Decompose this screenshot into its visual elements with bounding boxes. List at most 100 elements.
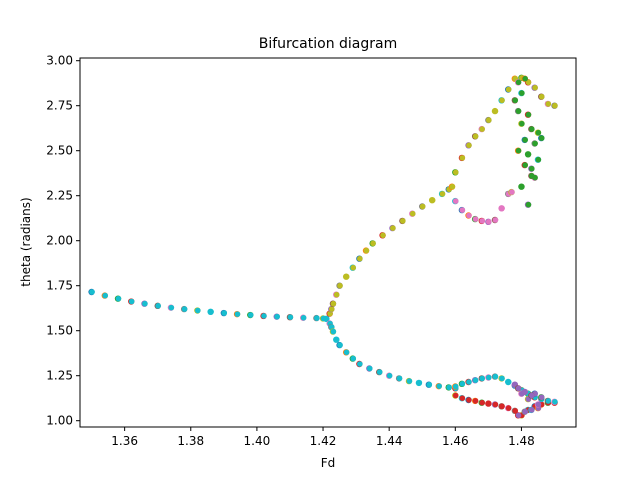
- data-point: [181, 306, 188, 312]
- x-axis-label: Fd: [321, 456, 336, 470]
- data-point: [333, 291, 340, 298]
- data-point: [350, 355, 357, 362]
- y-tick-label: 2.75: [46, 99, 73, 113]
- data-point: [535, 401, 542, 408]
- data-point: [459, 395, 466, 402]
- data-point: [386, 372, 393, 379]
- y-tick-label: 2.00: [46, 234, 73, 248]
- y-tick-label: 2.50: [46, 144, 73, 158]
- data-point: [459, 381, 466, 387]
- data-point: [515, 79, 522, 86]
- x-tick-label: 1.36: [111, 434, 138, 448]
- data-point: [545, 101, 552, 107]
- data-point: [485, 219, 492, 225]
- data-point: [429, 197, 436, 203]
- x-tick-label: 1.42: [310, 434, 337, 448]
- data-point: [337, 282, 343, 289]
- data-point: [505, 86, 512, 93]
- x-tick-label: 1.40: [244, 434, 271, 448]
- data-point: [400, 218, 406, 224]
- data-point: [472, 398, 479, 404]
- data-point: [363, 247, 370, 254]
- data-point: [535, 156, 542, 163]
- data-point: [390, 225, 396, 231]
- data-point: [314, 315, 320, 321]
- data-point: [416, 380, 423, 386]
- data-point: [519, 120, 525, 127]
- y-axis-label: theta (radians): [19, 197, 33, 286]
- y-tick-label: 2.25: [46, 189, 73, 203]
- data-point: [522, 162, 528, 168]
- data-point: [492, 373, 499, 380]
- data-point: [479, 375, 485, 382]
- data-point: [492, 401, 499, 408]
- data-point: [357, 255, 363, 262]
- data-point: [535, 129, 542, 136]
- data-point: [142, 300, 148, 307]
- plot-frame: [79, 57, 577, 428]
- x-tick-label: 1.38: [177, 434, 204, 448]
- data-point: [261, 313, 267, 319]
- data-point: [492, 108, 499, 114]
- data-point: [102, 292, 108, 299]
- data-point: [287, 314, 294, 321]
- data-point: [552, 399, 558, 405]
- data-point: [522, 389, 528, 395]
- data-point: [439, 191, 446, 197]
- data-point: [436, 383, 442, 389]
- data-point: [505, 379, 512, 385]
- data-point: [538, 135, 545, 141]
- data-point: [323, 316, 330, 322]
- data-point: [419, 203, 426, 210]
- data-point: [499, 375, 505, 382]
- y-axis: 1.00 1.25 1.50 1.75 2.00 2.25 2.50 2.75 3.00: [46, 54, 80, 428]
- data-point: [532, 140, 538, 147]
- data-point: [522, 137, 528, 143]
- x-axis: 1.36 1.38 1.40 1.42 1.44 1.46 1.48: [111, 427, 535, 448]
- data-point: [452, 383, 459, 390]
- data-point: [499, 205, 505, 212]
- y-tick-label: 1.50: [46, 324, 73, 338]
- data-point: [466, 142, 472, 149]
- data-point: [515, 385, 522, 392]
- data-point: [479, 218, 485, 224]
- data-point: [328, 306, 335, 312]
- data-point: [512, 97, 519, 104]
- data-point: [515, 147, 522, 154]
- data-point: [538, 394, 545, 401]
- data-point: [370, 240, 376, 247]
- data-point: [357, 361, 363, 367]
- data-point: [466, 212, 472, 219]
- data-point: [512, 408, 519, 414]
- data-point: [522, 408, 528, 415]
- data-point: [234, 311, 241, 317]
- data-point: [499, 97, 505, 104]
- data-point: [380, 232, 386, 239]
- data-point: [528, 173, 535, 179]
- data-point: [300, 314, 307, 321]
- data-point: [406, 378, 413, 384]
- chart-title: Bifurcation diagram: [259, 36, 398, 52]
- data-point: [528, 392, 535, 399]
- data-point: [449, 183, 456, 190]
- data-point: [528, 165, 535, 172]
- x-tick-label: 1.46: [442, 434, 469, 448]
- data-point: [499, 403, 505, 410]
- data-point: [525, 151, 532, 158]
- data-point: [452, 198, 459, 204]
- data-point: [155, 303, 161, 309]
- data-point: [466, 397, 472, 403]
- data-point: [492, 217, 499, 223]
- data-point: [505, 405, 512, 411]
- data-point: [528, 126, 535, 132]
- data-point: [528, 407, 535, 413]
- data-point: [485, 117, 492, 123]
- data-point: [194, 307, 201, 314]
- data-point: [519, 90, 525, 96]
- data-point: [89, 289, 95, 295]
- data-point: [522, 75, 528, 82]
- data-point: [333, 336, 340, 343]
- data-point: [479, 399, 485, 406]
- y-tick-label: 1.75: [46, 279, 73, 293]
